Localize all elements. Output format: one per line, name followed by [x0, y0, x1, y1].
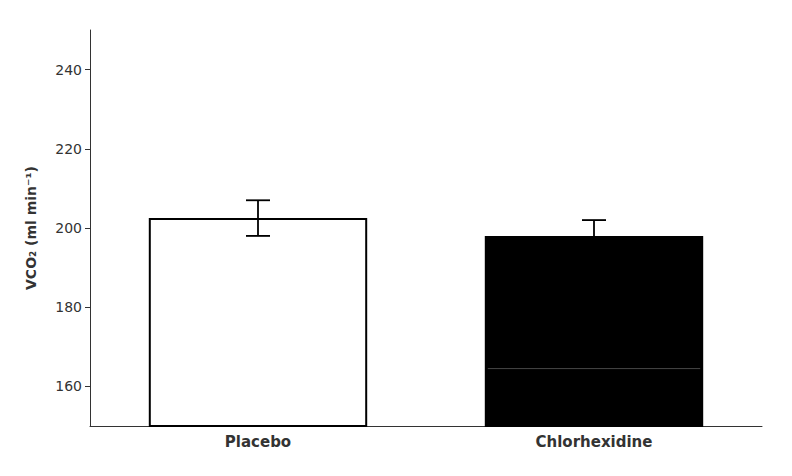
svg-text:200: 200	[55, 220, 82, 236]
svg-text:240: 240	[55, 62, 82, 78]
svg-text:220: 220	[55, 141, 82, 157]
svg-text:160: 160	[55, 378, 82, 394]
svg-text:Placebo: Placebo	[225, 433, 291, 451]
svg-text:180: 180	[55, 299, 82, 315]
svg-text:VCO₂ (ml min⁻¹): VCO₂ (ml min⁻¹)	[23, 166, 39, 290]
svg-text:Chlorhexidine: Chlorhexidine	[536, 433, 653, 451]
